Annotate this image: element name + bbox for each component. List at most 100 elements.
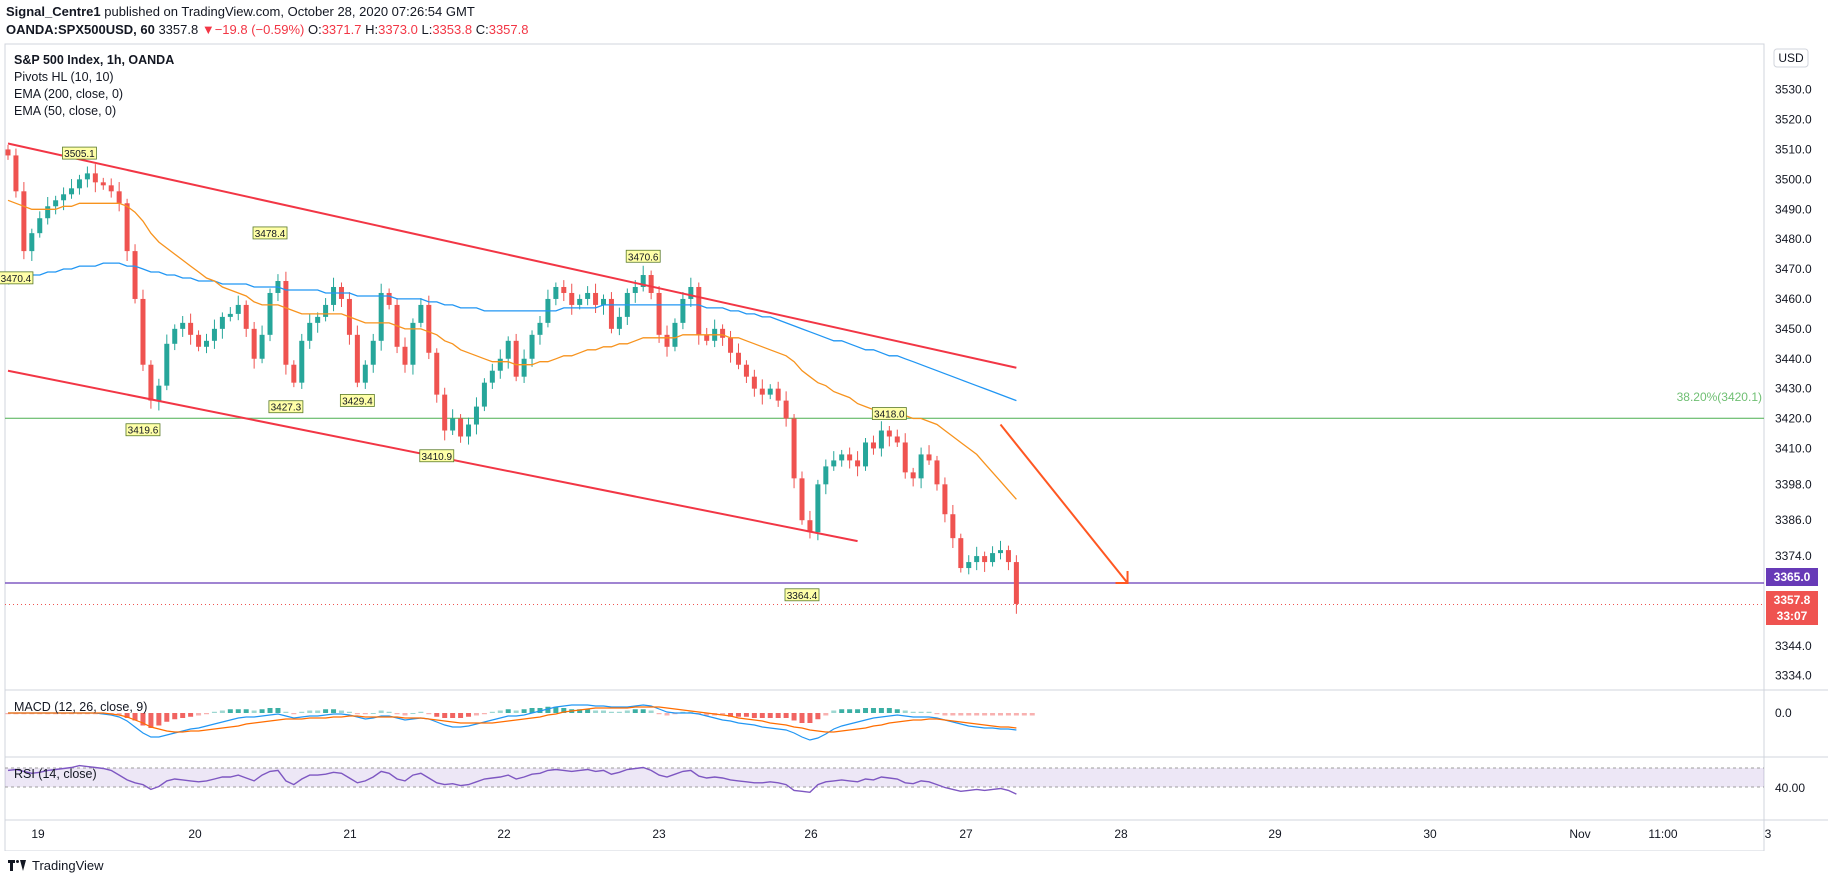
macd-histogram-bar [188,713,194,717]
pivot-label-text: 3470.4 [1,274,32,285]
channel-upper-line[interactable] [7,142,1017,369]
price-axis-tick: 3440.0 [1775,352,1812,366]
candle-body [680,298,686,323]
macd-histogram-bar [640,709,646,713]
candle-body [21,191,27,252]
macd-histogram-bar [331,709,337,713]
macd-histogram-bar [497,710,503,713]
candle-body [37,218,43,234]
legend-pivots[interactable]: Pivots HL (10, 10) [14,70,114,84]
macd-histogram-bar [267,708,273,713]
macd-histogram-bar [227,709,233,713]
candle-body [513,340,519,377]
candle-body [926,454,932,461]
macd-histogram-bar [1005,713,1011,716]
candle-body [966,562,972,569]
macd-histogram-bar [561,708,567,713]
tradingview-logo[interactable]: TradingView [8,858,104,873]
candle-body [29,233,35,252]
price-chart[interactable]: 3505.1 3470.4 3478.4 3419.6 3427.3 3429.4 3410… [0,0,1828,851]
candle-body [227,313,233,317]
candle-body [61,194,67,201]
macd-histogram-bar [608,711,614,713]
candle-body [553,286,559,299]
candle-body [918,454,924,479]
macd-histogram-bar [362,713,368,715]
legend-ema50[interactable]: EMA (50, close, 0) [14,104,116,118]
macd-histogram-bar [196,713,202,716]
pivot-label-box [268,400,304,414]
candle-body [894,436,900,443]
macd-histogram-bar [13,713,19,715]
candle-body [950,514,956,539]
close-value: 3357.8 [488,22,529,37]
ema50-line[interactable] [7,199,1017,500]
candle-body [243,304,249,329]
time-axis-tick: 30 [1423,827,1437,841]
macd-histogram-bar [402,713,408,716]
price-axis[interactable]: 3334.0 3344.0 3374.0 3386.0 3398.0 3410.0 3420… [1775,83,1812,683]
time-axis-tick: 29 [1268,827,1282,841]
candle-body [5,149,11,156]
time-axis-tick: 28 [1114,827,1128,841]
channel-drawings[interactable] [7,142,1129,584]
rsi-label[interactable]: RSI (14, close) [14,767,97,781]
candle-body [402,346,408,365]
macd-histogram-bar [585,709,591,713]
tradingview-icon [8,860,26,871]
legend-ema200[interactable]: EMA (200, close, 0) [14,87,123,101]
currency-badge[interactable] [1773,48,1809,68]
published-text: published on TradingView.com, October 28… [100,4,475,19]
macd-histogram-bar [148,713,154,728]
price-axis-tick: 3344.0 [1775,639,1812,653]
candle-body [76,179,82,189]
macd-histogram-bar [283,711,289,713]
time-axis[interactable]: 19 20 21 22 23 26 27 28 29 30 Nov 11:00 3 [31,827,1771,841]
macd-histogram-bar [767,713,773,718]
pivot-label-box [419,449,455,463]
macd-label[interactable]: MACD (12, 26, close, 9) [14,700,147,714]
candle-body [505,340,511,359]
candle-body [696,286,702,335]
macd-histogram-bar [688,711,694,713]
macd-histogram-bar [164,713,170,722]
ema200-line[interactable] [7,262,1017,402]
candle-body [418,304,424,323]
level-price-text: 3365.0 [1774,570,1811,584]
time-axis-tick: 27 [959,827,973,841]
candle-body [767,388,773,395]
macd-histogram-bar [370,713,376,714]
macd-histogram-bar [61,713,67,715]
macd-histogram-bar [251,710,257,713]
macd-histogram-bar [172,713,178,720]
price-axis-tick: 3490.0 [1775,202,1812,216]
pivot-label-text: 3419.6 [128,426,159,437]
macd-histogram-bar [886,708,892,713]
macd-histogram-bar [902,710,908,713]
candle-body [370,340,376,365]
candle-body [267,292,273,335]
candle-body [720,328,726,338]
level-price-badge [1766,568,1818,586]
author-name[interactable]: Signal_Centre1 [6,4,101,19]
candle-body [489,370,495,383]
candle-body [124,203,130,252]
pivot-label-text: 3427.3 [271,403,302,414]
candle-body [251,328,257,359]
macd-histogram-bar [29,713,35,715]
macd-histogram-bar [624,710,630,713]
candle-body [998,550,1003,554]
candle-body [521,358,527,377]
pivot-label-box [0,271,34,285]
change-arrow-icon: ▼ [201,22,215,37]
candle-body [259,334,265,359]
candle-body [688,286,694,299]
macd-histogram-bar [728,713,734,717]
macd-histogram-bar [799,713,805,723]
close-label: C: [475,22,489,37]
macd-histogram-bar [132,713,138,721]
macd-histogram-bar [918,711,924,713]
pivot-label-box [871,407,907,420]
projection-arrow-line[interactable] [999,423,1129,584]
candle-body [990,553,996,563]
